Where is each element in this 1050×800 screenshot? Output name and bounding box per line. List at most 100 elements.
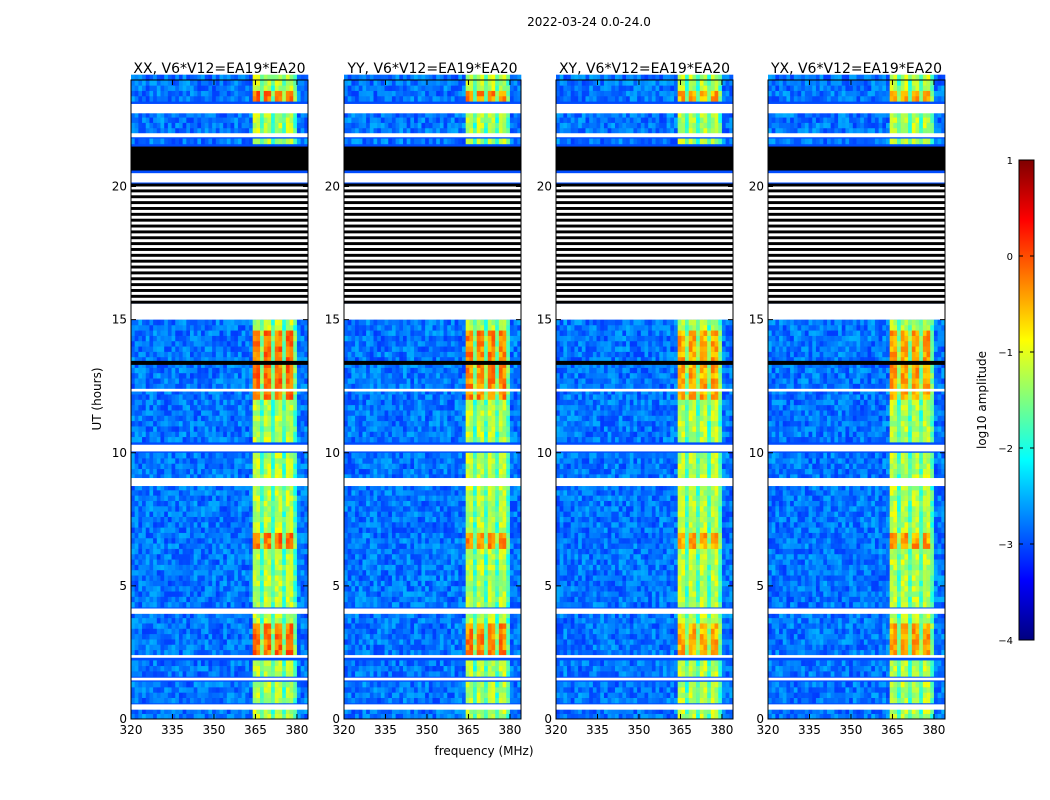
heatmap-cell: [197, 543, 202, 549]
heatmap-cell: [373, 569, 378, 576]
heatmap-cell: [263, 633, 268, 640]
heatmap-cell: [197, 90, 202, 97]
heatmap-cell: [156, 319, 161, 326]
heatmap-cell: [296, 330, 301, 336]
heatmap-cell: [480, 665, 485, 672]
heatmap-cell: [197, 484, 202, 491]
heatmap-cell: [293, 351, 298, 358]
heatmap-cell: [131, 665, 135, 672]
heatmap-cell: [300, 585, 305, 592]
heatmap-cell: [156, 548, 161, 555]
heatmap-cell: [186, 90, 191, 97]
heatmap-cell: [267, 575, 272, 581]
heatmap-cell: [182, 95, 187, 102]
heatmap-cell: [175, 687, 180, 693]
heatmap-cell: [208, 543, 213, 549]
heatmap-cell: [178, 74, 183, 81]
heatmap-cell: [167, 569, 172, 576]
heatmap-cell: [443, 687, 448, 693]
heatmap-cell: [296, 532, 301, 539]
heatmap-cell: [230, 564, 235, 571]
heatmap-cell: [186, 697, 191, 704]
heatmap-cell: [454, 617, 459, 624]
heatmap-cell: [204, 458, 209, 464]
heatmap-cell: [267, 671, 272, 677]
heatmap-cell: [495, 575, 500, 581]
heatmap-cell: [237, 553, 242, 560]
heatmap-cell: [234, 122, 239, 129]
heatmap-cell: [377, 708, 382, 714]
heatmap-cell: [149, 127, 154, 134]
heatmap-cell: [271, 80, 276, 86]
heatmap-cell: [304, 436, 309, 443]
heatmap-cell: [175, 346, 180, 352]
heatmap-cell: [462, 671, 466, 677]
heatmap-cell: [178, 617, 183, 624]
heatmap-cell: [237, 367, 242, 374]
heatmap-cell: [182, 639, 187, 645]
heatmap-cell: [256, 383, 261, 390]
heatmap-cell: [156, 506, 161, 512]
heatmap-cell: [513, 628, 518, 635]
heatmap-cell: [160, 388, 165, 395]
heatmap-cell: [190, 580, 194, 587]
heatmap-cell: [234, 564, 239, 571]
heatmap-cell: [487, 601, 492, 608]
heatmap-cell: [215, 452, 220, 459]
heatmap-cell: [421, 596, 426, 603]
heatmap-cell: [274, 596, 279, 603]
heatmap-cell: [293, 74, 298, 81]
heatmap-cell: [271, 527, 276, 533]
heatmap-cell: [201, 585, 206, 592]
heatmap-cell: [403, 575, 407, 581]
heatmap-cell: [223, 356, 228, 363]
heatmap-cell: [271, 506, 276, 512]
heatmap-cell: [223, 591, 228, 597]
heatmap-cell: [245, 516, 250, 523]
heatmap-cell: [249, 687, 253, 693]
heatmap-cell: [149, 484, 154, 491]
heatmap-cell: [245, 426, 250, 432]
heatmap-cell: [344, 697, 348, 704]
heatmap-cell: [219, 617, 224, 624]
heatmap-cell: [282, 122, 287, 129]
heatmap-cell: [384, 612, 389, 619]
heatmap-cell: [249, 463, 253, 470]
heatmap-cell: [256, 585, 261, 592]
heatmap-cell: [289, 612, 294, 619]
heatmap-cell: [204, 74, 209, 81]
heatmap-cell: [234, 324, 239, 331]
heatmap-cell: [256, 687, 261, 693]
heatmap-cell: [447, 671, 452, 677]
heatmap-cell: [234, 330, 239, 336]
heatmap-cell: [506, 591, 511, 597]
heatmap-cell: [138, 372, 143, 379]
heatmap-cell: [480, 639, 485, 645]
heatmap-cell: [223, 383, 228, 390]
heatmap-cell: [230, 431, 235, 438]
heatmap-cell: [156, 383, 161, 390]
heatmap-cell: [395, 649, 400, 656]
heatmap-cell: [223, 559, 228, 565]
heatmap-cell: [153, 575, 158, 581]
heatmap-cell: [347, 564, 352, 571]
heatmap-cell: [142, 490, 147, 496]
heatmap-cell: [223, 708, 228, 714]
heatmap-cell: [300, 516, 305, 523]
heatmap-cell: [156, 708, 161, 714]
heatmap-cell: [285, 569, 290, 576]
heatmap-cell: [171, 623, 176, 629]
heatmap-cell: [182, 553, 187, 560]
heatmap-cell: [399, 665, 404, 672]
heatmap-cell: [439, 671, 444, 677]
heatmap-cell: [230, 340, 235, 347]
heatmap-cell: [373, 639, 378, 645]
heatmap-cell: [149, 324, 154, 331]
heatmap-cell: [171, 111, 176, 118]
heatmap-cell: [480, 575, 485, 581]
heatmap-cell: [399, 649, 404, 656]
heatmap-cell: [285, 378, 290, 384]
heatmap-cell: [473, 713, 478, 720]
heatmap-cell: [241, 687, 246, 693]
heatmap-cell: [296, 601, 301, 608]
